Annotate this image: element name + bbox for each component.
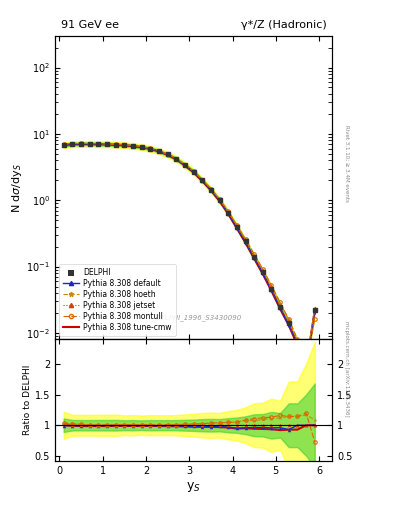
X-axis label: y$_S$: y$_S$ (186, 480, 201, 494)
Text: Rivet 3.1.10; ≥ 3.4M events: Rivet 3.1.10; ≥ 3.4M events (344, 125, 349, 202)
Legend: DELPHI, Pythia 8.308 default, Pythia 8.308 hoeth, Pythia 8.308 jetset, Pythia 8.: DELPHI, Pythia 8.308 default, Pythia 8.3… (59, 264, 176, 335)
Text: 91 GeV ee: 91 GeV ee (61, 20, 119, 30)
Text: mcplots.cern.ch [arXiv:1306.3436]: mcplots.cern.ch [arXiv:1306.3436] (344, 321, 349, 416)
Text: DELPHI_1996_S3430090: DELPHI_1996_S3430090 (156, 314, 242, 321)
Text: γ*/Z (Hadronic): γ*/Z (Hadronic) (241, 20, 327, 30)
Y-axis label: N d$\sigma$/dy$_S$: N d$\sigma$/dy$_S$ (9, 162, 24, 212)
Y-axis label: Ratio to DELPHI: Ratio to DELPHI (23, 365, 32, 435)
